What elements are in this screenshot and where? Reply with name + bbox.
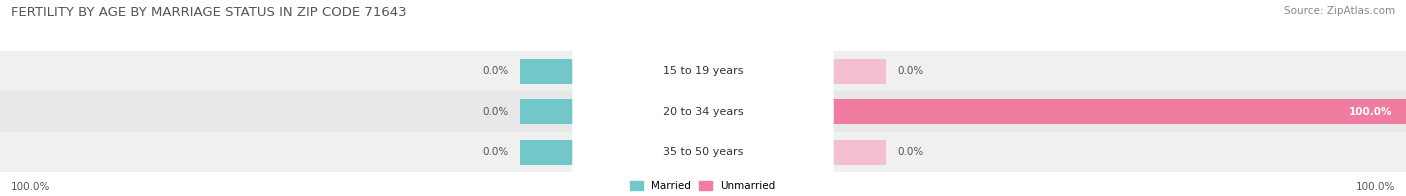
Text: 0.0%: 0.0% [482, 147, 509, 157]
FancyBboxPatch shape [572, 38, 834, 104]
Bar [520, 140, 576, 165]
Bar [773, 99, 1406, 124]
Bar [520, 99, 576, 124]
Text: 0.0%: 0.0% [897, 147, 924, 157]
Bar [0, 132, 1406, 172]
FancyBboxPatch shape [572, 79, 834, 144]
Text: 20 to 34 years: 20 to 34 years [662, 107, 744, 117]
FancyBboxPatch shape [572, 119, 834, 185]
Text: 0.0%: 0.0% [897, 66, 924, 76]
Text: 100.0%: 100.0% [11, 182, 51, 192]
Text: 0.0%: 0.0% [482, 107, 509, 117]
Bar [830, 140, 886, 165]
Text: 100.0%: 100.0% [1348, 107, 1392, 117]
Text: Source: ZipAtlas.com: Source: ZipAtlas.com [1284, 6, 1395, 16]
Bar [0, 92, 1406, 132]
Bar [830, 59, 886, 84]
Text: 35 to 50 years: 35 to 50 years [662, 147, 744, 157]
Bar [0, 51, 1406, 92]
Text: 100.0%: 100.0% [1355, 182, 1395, 192]
Text: FERTILITY BY AGE BY MARRIAGE STATUS IN ZIP CODE 71643: FERTILITY BY AGE BY MARRIAGE STATUS IN Z… [11, 6, 406, 19]
Text: 15 to 19 years: 15 to 19 years [662, 66, 744, 76]
Text: 0.0%: 0.0% [482, 66, 509, 76]
Legend: Married, Unmarried: Married, Unmarried [630, 181, 776, 191]
Bar [520, 59, 576, 84]
